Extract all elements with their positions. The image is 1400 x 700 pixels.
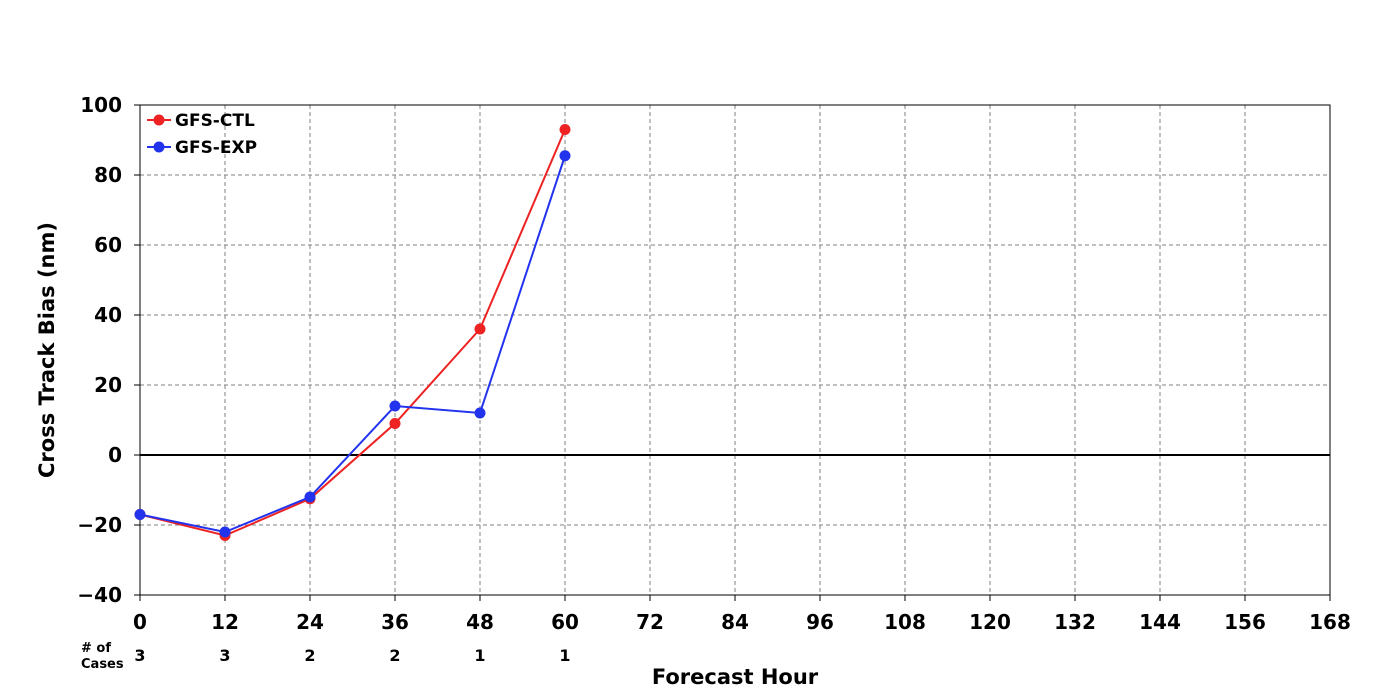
legend-label: GFS-CTL [175, 111, 255, 131]
data-point [559, 150, 571, 162]
y-tick-label: 60 [94, 233, 122, 257]
data-point [134, 509, 146, 520]
y-tick-label: 20 [94, 373, 122, 397]
case-count: 2 [304, 646, 315, 665]
x-tick-label: 24 [296, 610, 324, 634]
case-count: 2 [389, 646, 400, 665]
legend-item: GFS-CTL [147, 111, 255, 131]
data-point [389, 418, 401, 429]
cases-row: # of Cases 3 3 2 2 1 1 [81, 641, 571, 672]
x-tick-label: 0 [133, 610, 147, 634]
x-tick-label: 72 [636, 610, 664, 634]
data-point [304, 491, 316, 503]
series-layer [134, 124, 571, 541]
series-gfs-exp [134, 150, 571, 538]
series-line [139, 155, 566, 534]
y-axis-title: Cross Track Bias (nm) [35, 222, 59, 478]
series-gfs-ctl [134, 124, 571, 541]
x-tick-labels: 0 12 24 36 48 60 72 84 96 108 120 132 144 156 168 [133, 595, 1351, 634]
y-tick-labels: −40 −20 0 20 40 60 80 100 [77, 93, 140, 607]
x-tick-label: 132 [1054, 610, 1096, 634]
x-tick-label: 96 [806, 610, 834, 634]
data-point [389, 400, 401, 412]
cases-label-line2: Cases [81, 657, 124, 672]
legend-item: GFS-EXP [147, 138, 257, 158]
x-tick-label: 108 [884, 610, 926, 634]
x-tick-label: 60 [551, 610, 579, 634]
y-tick-label: 100 [80, 93, 122, 117]
y-tick-label: 40 [94, 303, 122, 327]
grid-lines [140, 105, 1330, 595]
data-point [474, 323, 486, 335]
data-point [559, 124, 571, 135]
x-axis-title: Forecast Hour [652, 665, 819, 689]
case-count: 1 [559, 646, 570, 665]
legend-label: GFS-EXP [175, 138, 257, 158]
x-tick-label: 12 [211, 610, 239, 634]
y-tick-label: −20 [77, 513, 122, 537]
x-tick-label: 156 [1224, 610, 1266, 634]
legend-marker [153, 114, 165, 126]
case-count: 3 [134, 646, 145, 665]
cases-label-line1: # of [81, 641, 111, 656]
x-tick-label: 36 [381, 610, 409, 634]
data-point [219, 526, 231, 538]
x-tick-label: 48 [466, 610, 494, 634]
y-tick-label: 0 [108, 443, 122, 467]
y-tick-label: −40 [77, 583, 122, 607]
data-point [474, 407, 486, 419]
x-tick-label: 168 [1309, 610, 1351, 634]
x-tick-label: 120 [969, 610, 1011, 634]
case-count: 1 [474, 646, 485, 665]
x-tick-label: 144 [1139, 610, 1181, 634]
legend-marker [153, 141, 165, 153]
legend: GFS-CTL GFS-EXP [147, 111, 257, 158]
case-count: 3 [219, 646, 230, 665]
y-tick-label: 80 [94, 163, 122, 187]
series-line [139, 129, 566, 537]
x-tick-label: 84 [721, 610, 749, 634]
